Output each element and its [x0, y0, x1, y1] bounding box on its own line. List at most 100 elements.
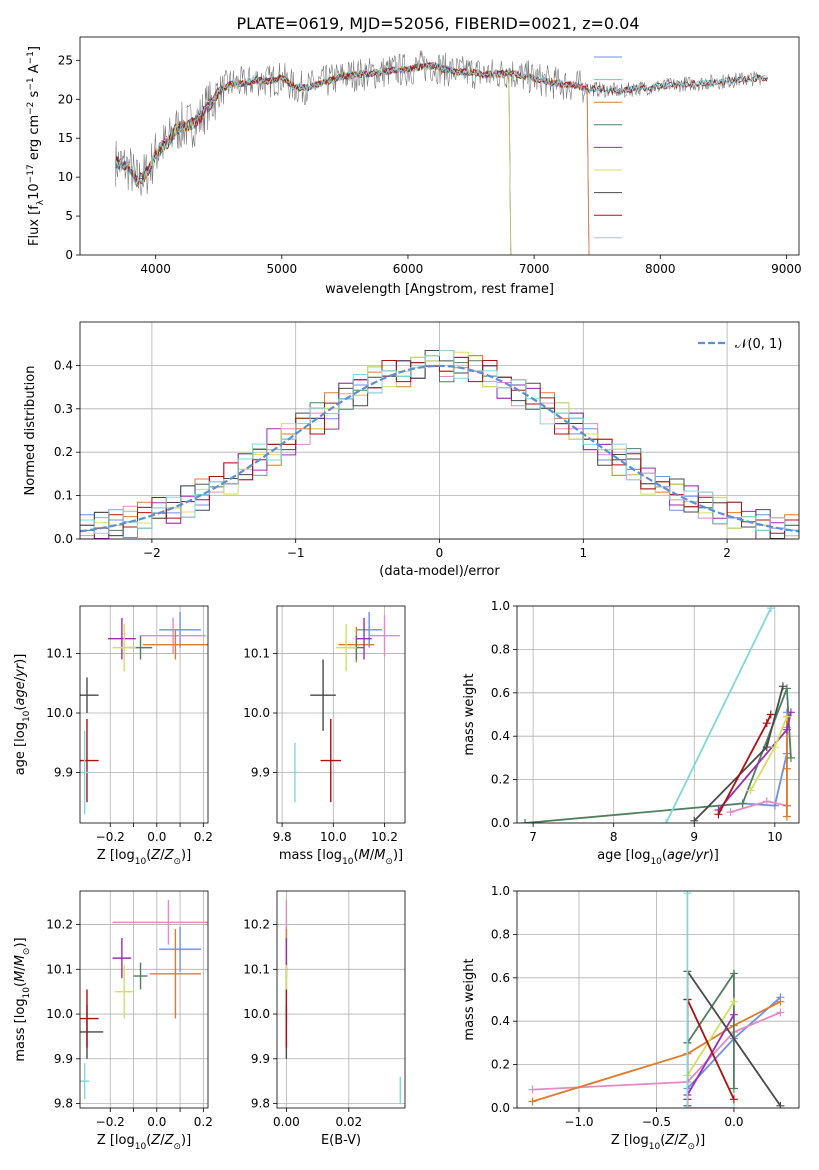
label-part: 10 [22, 710, 32, 722]
weight-marker [782, 725, 791, 734]
label-part: −2 [26, 102, 36, 115]
weight-marker [729, 969, 738, 978]
weight-marker [729, 1010, 738, 1019]
y-tick-label: 0.0 [491, 1101, 510, 1115]
y-tick-label: 9.8 [251, 1097, 270, 1111]
y-tick-label: 25 [58, 53, 73, 67]
label-part: Flux [f [27, 205, 42, 246]
plot-area [285, 899, 402, 1104]
y-axis-label: mass weight [462, 673, 477, 755]
label-part: age [log [13, 722, 28, 775]
label-part: λ [36, 199, 46, 205]
label-part: / [674, 1133, 679, 1148]
label-part: / [691, 848, 696, 863]
axes-frame [79, 605, 209, 824]
y-tick-label: 10.2 [243, 918, 270, 932]
y-tick-label: 0.2 [54, 445, 73, 459]
legend [594, 56, 622, 239]
y-tick-label: 0.0 [491, 816, 510, 830]
x-tick-label: 0.02 [335, 1115, 362, 1129]
label-part: ⊙ [385, 857, 393, 867]
x-tick-label: 10.2 [371, 830, 398, 844]
model-spectrum-line [115, 61, 512, 255]
y-tick-label: 1.0 [491, 599, 510, 613]
label-part: M [13, 971, 28, 982]
plot-area [292, 611, 400, 803]
weight-marker [766, 710, 775, 719]
label-part: age [13, 681, 28, 705]
axes-age_vs_Z: −0.2 0.0 0.29.910.010.1Z [log10(Z/Z⊙)]age … [13, 605, 213, 867]
weight-marker [729, 1104, 738, 1108]
weight-marker [714, 810, 723, 819]
x-tick-label: 7 [529, 830, 537, 844]
x-tick-label: 9000 [771, 262, 802, 276]
weight-marker [662, 819, 671, 823]
y-tick-label: 10.0 [46, 1007, 73, 1021]
weight-marker [766, 606, 775, 613]
y-tick-label: 0.6 [491, 686, 510, 700]
label-part: Z [664, 1133, 675, 1148]
plot-area [80, 611, 208, 815]
data-spectrum-line [115, 50, 762, 196]
label-part: 10 [650, 857, 662, 867]
x-tick-label: 9 [690, 830, 698, 844]
y-tick-label: 0.4 [54, 358, 73, 372]
label-part: −1 [26, 51, 36, 64]
histogram-step-line [80, 356, 799, 539]
label-part: s [27, 90, 42, 101]
weight-marker [683, 1104, 692, 1108]
weight-marker [786, 753, 795, 762]
x-axis-label: Z [log10(Z/Z⊙)] [611, 1133, 705, 1152]
weight-series-line [686, 970, 735, 1089]
weight-marker [738, 799, 747, 808]
label-part: / [13, 966, 28, 971]
x-tick-label: 8 [610, 830, 618, 844]
x-tick-label: 9.8 [273, 830, 292, 844]
y-tick-label: 0 [65, 248, 73, 262]
label-part: mass [log [279, 848, 342, 863]
weight-series-line [665, 607, 772, 823]
label-part: M [13, 955, 28, 966]
weight-marker [782, 684, 791, 693]
y-tick-label: 0.6 [491, 971, 510, 985]
model-spectrum-line [114, 63, 512, 255]
label-part: )] [181, 1133, 191, 1148]
axes-frame [276, 605, 406, 824]
label-part: 10 [342, 857, 354, 867]
label-part: ( [660, 1133, 665, 1148]
label-part: Z [log [97, 848, 135, 863]
y-tick-label: 0.2 [491, 773, 510, 787]
weight-marker [762, 719, 771, 728]
y-axis-label: age [log10(age/yr)] [13, 654, 32, 776]
y-tick-label: 1.0 [491, 884, 510, 898]
label-part: ⊙ [687, 1142, 695, 1152]
x-axis-label: E(B-V) [321, 1133, 361, 1148]
weight-marker [782, 764, 791, 773]
y-tick-label: 0.4 [491, 1014, 510, 1028]
weight-marker [776, 1101, 785, 1108]
weight-marker [782, 712, 791, 721]
label-part: ( [146, 1133, 151, 1148]
label-part: ( [662, 848, 667, 863]
y-tick-label: 10.1 [243, 962, 270, 976]
figure-title: PLATE=0619, MJD=52056, FIBERID=0021, z=0… [236, 14, 639, 33]
label-part: ( [13, 706, 28, 711]
x-axis-label: Z [log10(Z/Z⊙)] [97, 848, 191, 867]
label-part: ( [354, 848, 359, 863]
label-part: )] [709, 848, 719, 863]
x-tick-label: 5000 [267, 262, 298, 276]
plot-area [80, 350, 799, 539]
x-tick-label: 7000 [519, 262, 550, 276]
x-tick-label: −0.2 [96, 1115, 125, 1129]
weight-marker [726, 808, 735, 817]
model-spectrum-line [114, 62, 512, 255]
label-part: Z [164, 1133, 175, 1148]
x-tick-label: 8000 [645, 262, 676, 276]
weight-marker [683, 891, 692, 898]
y-axis-label: mass [log10(M/M⊙)] [13, 937, 32, 1061]
y-tick-label: 9.9 [251, 1052, 270, 1066]
axes-mass_weight_vs_Z: −1.0 −0.5 0.00.00.20.40.60.81.0Z [log10(Z/… [462, 884, 800, 1152]
x-axis-label: Z [log10(Z/Z⊙)] [97, 1133, 191, 1152]
y-tick-label: 10.0 [243, 1007, 270, 1021]
